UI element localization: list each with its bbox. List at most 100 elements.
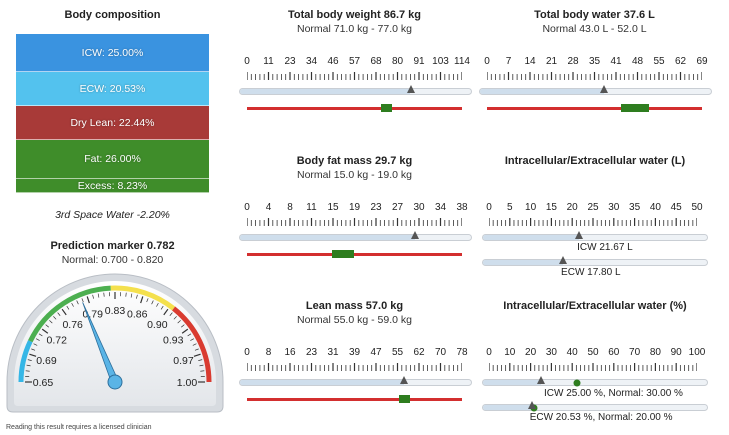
panel-normal-fat: Normal 15.0 kg - 19.0 kg bbox=[297, 169, 412, 181]
scale-tick-label: 91 bbox=[413, 56, 425, 67]
scale-axis: 0 7 14 21 28 35 41 48 55 62 69 bbox=[484, 56, 708, 86]
scale-tick-label: 0 bbox=[244, 56, 250, 67]
scale-tick-label: 80 bbox=[649, 347, 661, 358]
track-fill bbox=[480, 89, 605, 94]
scale-axis: 0 10 20 30 40 50 60 70 80 90 100 bbox=[486, 347, 705, 377]
scale-tick-label: 55 bbox=[653, 56, 665, 67]
scale-tick-label: 40 bbox=[566, 347, 578, 358]
scale-tick-label: 69 bbox=[696, 56, 708, 67]
scale-tick-label: 30 bbox=[545, 347, 557, 358]
gauge-zone-arc bbox=[172, 306, 212, 383]
scale-tick-label: 39 bbox=[348, 347, 361, 358]
scale-tick-label: 35 bbox=[588, 56, 601, 67]
composition-segment: Fat: 26.00% bbox=[16, 140, 209, 179]
composition-segment-label: ECW: 20.53% bbox=[79, 82, 146, 95]
icw-l-marker bbox=[575, 231, 584, 239]
composition-segment: Excess: 8.23% bbox=[16, 179, 209, 193]
scale-tick-label: 23 bbox=[370, 202, 382, 213]
scale-tick-label: 27 bbox=[391, 202, 404, 213]
value-track-water bbox=[479, 88, 712, 95]
ecw-l-label: ECW 17.80 L bbox=[561, 267, 621, 278]
scale-tick-label: 57 bbox=[348, 56, 361, 67]
scale-tick-label: 70 bbox=[434, 347, 447, 358]
scale-tick-label: 0 bbox=[244, 202, 250, 213]
icw-pct-label: ICW 25.00 %, Normal: 30.00 % bbox=[544, 388, 683, 399]
scale-tick-label: 0 bbox=[486, 347, 492, 358]
scale-tick-label: 15 bbox=[327, 202, 339, 213]
ecw-l-track bbox=[482, 259, 708, 266]
scale-tick-label: 23 bbox=[284, 56, 296, 67]
normal-range-line-water bbox=[487, 104, 702, 112]
scale-tick-label: 103 bbox=[432, 56, 449, 67]
panel-normal-water: Normal 43.0 L - 52.0 L bbox=[542, 23, 647, 35]
scale-axis: 0 8 16 23 31 39 47 55 62 70 78 bbox=[244, 347, 468, 377]
value-track-fat bbox=[239, 234, 472, 241]
scale-ruler bbox=[247, 218, 462, 226]
composition-segment: ECW: 20.53% bbox=[16, 72, 209, 106]
normal-range-line-lean bbox=[247, 395, 462, 403]
track-fill bbox=[483, 260, 564, 265]
gauge-zone-arc bbox=[110, 285, 176, 311]
scale-tick-label: 60 bbox=[608, 347, 620, 358]
scale-ruler bbox=[487, 72, 702, 80]
prediction-gauge: 0.650.690.720.760.79 0.83 0.860.900.930.97… bbox=[6, 273, 224, 413]
normal-range-box-lean bbox=[398, 395, 410, 403]
icw-l-track bbox=[482, 234, 708, 241]
scale-tick-label: 80 bbox=[391, 56, 404, 67]
panel-title-weight: Total body weight 86.7 kg bbox=[287, 9, 422, 21]
track-fill bbox=[240, 380, 404, 385]
gauge-tick-label: 0.65 bbox=[33, 377, 54, 389]
scale-tick-label: 23 bbox=[305, 347, 318, 358]
scale-ruler bbox=[489, 363, 697, 371]
scale-tick-label: 11 bbox=[306, 202, 317, 213]
icw-l-label: ICW 21.67 L bbox=[577, 242, 633, 253]
scale-tick-label: 10 bbox=[504, 347, 516, 358]
scale-ruler bbox=[247, 363, 462, 371]
panel-normal-lean: Normal 55.0 kg - 59.0 kg bbox=[297, 314, 412, 326]
scale-tick-label: 78 bbox=[456, 347, 468, 358]
value-marker-weight bbox=[406, 85, 415, 93]
track-fill bbox=[483, 380, 542, 385]
value-track-lean bbox=[239, 379, 472, 386]
scale-tick-label: 30 bbox=[608, 202, 620, 213]
composition-segment-label: Fat: 26.00% bbox=[84, 153, 141, 165]
scale-tick-label: 0 bbox=[486, 202, 492, 213]
value-track-weight bbox=[239, 88, 472, 95]
gauge-tick-label: 0.76 bbox=[62, 319, 83, 331]
scale-tick-label: 68 bbox=[370, 56, 382, 67]
scale-tick-label: 20 bbox=[525, 347, 537, 358]
gauge-hub bbox=[107, 374, 123, 390]
icw-pct-marker bbox=[537, 376, 545, 384]
scale-tick-label: 4 bbox=[265, 202, 272, 213]
value-marker-lean bbox=[400, 376, 409, 384]
third-space-water-text: 3rd Space Water -2.20% bbox=[55, 209, 170, 221]
scale-axis: 0 4 8 11 15 19 23 27 30 34 38 bbox=[244, 202, 468, 232]
track-fill bbox=[240, 235, 415, 240]
prediction-normal-range: Normal: 0.700 - 0.820 bbox=[61, 254, 164, 266]
scale-tick-label: 35 bbox=[629, 202, 641, 213]
scale-tick-label: 0 bbox=[244, 347, 250, 358]
composition-segment-label: ICW: 25.00% bbox=[81, 46, 144, 59]
gauge-tick-label: 0.72 bbox=[47, 335, 68, 347]
gauge-tick-label: 0.90 bbox=[147, 319, 168, 331]
panel-title-fat: Body fat mass 29.7 kg bbox=[296, 155, 413, 167]
gauge-tick-label: 1.00 bbox=[177, 377, 198, 389]
footer-note: Reading this result requires a licensed … bbox=[6, 424, 152, 431]
scale-tick-label: 10 bbox=[525, 202, 537, 213]
scale-tick-label: 8 bbox=[265, 347, 272, 358]
scale-tick-label: 34 bbox=[305, 56, 318, 67]
normal-range-box-weight bbox=[380, 104, 393, 112]
scale-tick-label: 31 bbox=[327, 347, 339, 358]
scale-tick-label: 38 bbox=[456, 202, 468, 213]
scale-tick-label: 19 bbox=[348, 202, 361, 213]
scale-tick-label: 30 bbox=[413, 202, 425, 213]
panel-title-water: Total body water 37.6 L bbox=[534, 9, 655, 21]
scale-tick-label: 5 bbox=[507, 202, 513, 213]
scale-tick-label: 114 bbox=[454, 56, 470, 67]
scale-tick-label: 62 bbox=[674, 56, 687, 67]
composition-segment: Dry Lean: 22.44% bbox=[16, 106, 209, 140]
gauge-tick-label: 0.97 bbox=[173, 355, 194, 367]
scale-tick-label: 15 bbox=[545, 202, 557, 213]
panel-normal-weight: Normal 71.0 kg - 77.0 kg bbox=[297, 23, 412, 35]
icw-pct-track bbox=[482, 379, 708, 386]
